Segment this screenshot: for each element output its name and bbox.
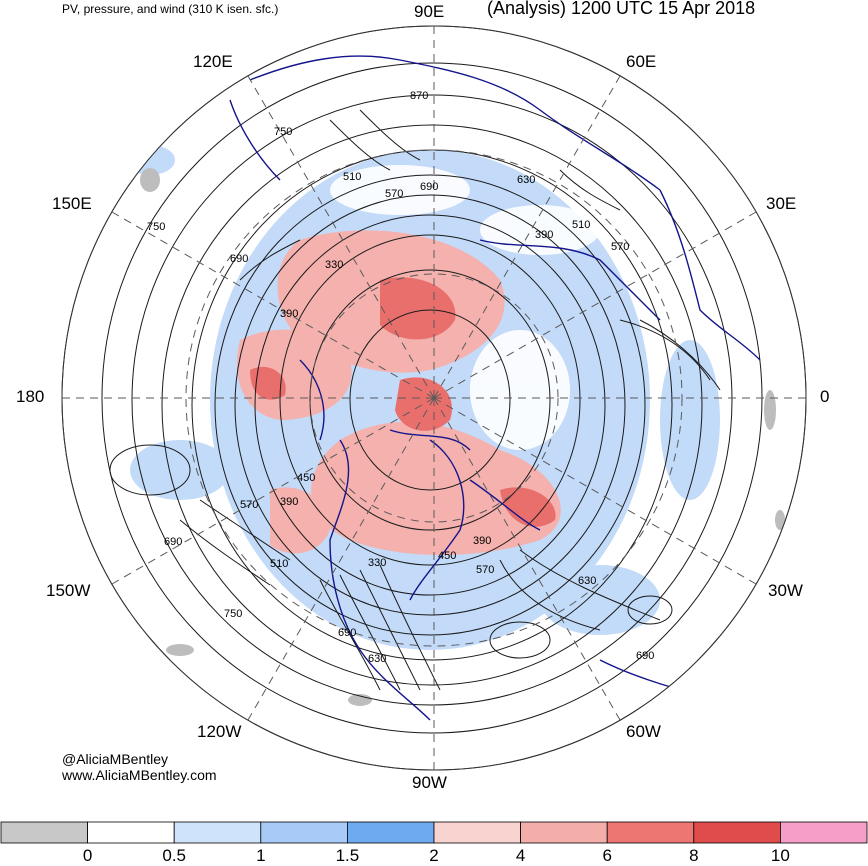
lon-label-30e: 30E — [766, 194, 797, 213]
colorbar-segment — [260, 821, 348, 844]
colorbar-tick-label: 6 — [602, 846, 612, 865]
header-right-title: (Analysis) 1200 UTC 15 Apr 2018 — [487, 0, 756, 18]
colorbar-tick-label: 0 — [82, 846, 93, 865]
colorbar-tick-label: 1.5 — [335, 846, 360, 865]
contour-label: 690 — [338, 627, 356, 639]
colorbar-tick-label: 0.5 — [162, 846, 187, 865]
lon-label-150e: 150E — [52, 194, 92, 213]
contour-label: 690 — [636, 650, 654, 662]
lon-label-150w: 150W — [46, 581, 91, 600]
colorbar-segment — [346, 821, 435, 844]
contour-label: 690 — [420, 181, 438, 193]
contour-label: 750 — [224, 608, 242, 620]
colorbar-tick-label: 10 — [770, 846, 790, 865]
lon-label-120e: 120E — [193, 52, 233, 71]
pv-red-shading — [250, 277, 556, 527]
colorbar-tick-label: 2 — [429, 846, 439, 865]
colorbar-segment — [0, 821, 88, 844]
contour-label: 570 — [385, 188, 403, 200]
contour-label: 390 — [535, 229, 553, 241]
contour-label: 510 — [572, 219, 590, 231]
contour-label: 630 — [578, 575, 596, 587]
map-border — [61, 25, 807, 771]
colorbar-segment — [87, 821, 175, 844]
colorbar-segment — [173, 821, 262, 844]
contour-label: 510 — [270, 558, 288, 570]
lon-label-30w: 30W — [768, 581, 803, 600]
colorbar-segment — [606, 821, 695, 844]
colorbar-segment — [693, 821, 781, 844]
pv-gray-shading — [140, 168, 785, 706]
colorbar-segment — [780, 821, 868, 844]
contour-label: 690 — [164, 536, 182, 548]
contour-label: 570 — [240, 499, 258, 511]
contour-label: 450 — [297, 472, 315, 484]
contour-label: 750 — [274, 126, 292, 138]
lon-label-0: 0 — [820, 387, 830, 406]
lon-label-60e: 60E — [626, 52, 657, 71]
contour-label: 390 — [473, 535, 491, 547]
credit-website: www.AliciaMBentley.com — [62, 767, 217, 783]
contour-label: 630 — [517, 174, 535, 186]
lon-label-180: 180 — [16, 387, 45, 406]
longitude-grid-lines — [62, 26, 806, 770]
contour-label: 330 — [368, 557, 386, 569]
contour-label: 450 — [438, 550, 456, 562]
credit-handle: @AliciaMBentley — [62, 751, 169, 767]
contour-label: 570 — [476, 564, 494, 576]
contour-label: 390 — [280, 308, 298, 320]
colorbar-tick-label: 8 — [689, 846, 699, 865]
lon-label-90w: 90W — [412, 773, 447, 792]
contour-label: 630 — [368, 653, 386, 665]
pv-white-gaps — [330, 165, 600, 450]
header-left-title: PV, pressure, and wind (310 K isen. sfc.… — [62, 2, 279, 16]
contour-label: 390 — [280, 496, 298, 508]
colorbar-segment — [433, 821, 521, 844]
lon-label-60w: 60W — [626, 722, 661, 741]
lon-label-90e: 90E — [414, 2, 445, 21]
colorbar-tick-label: 1 — [256, 846, 266, 865]
contour-label: 750 — [147, 221, 165, 233]
contour-label: 690 — [230, 253, 248, 265]
colorbar-segment — [520, 821, 608, 844]
contour-label: 870 — [410, 90, 428, 102]
contour-label: 570 — [611, 241, 629, 253]
lon-label-120w: 120W — [197, 722, 242, 741]
colorbar-tick-label: 4 — [515, 846, 526, 865]
colorbar — [0, 821, 868, 844]
contour-label: 510 — [343, 171, 361, 183]
contour-label: 330 — [325, 259, 343, 271]
contour-labels: 870 750 510 570 690 630 390 510 570 750 … — [147, 90, 654, 665]
